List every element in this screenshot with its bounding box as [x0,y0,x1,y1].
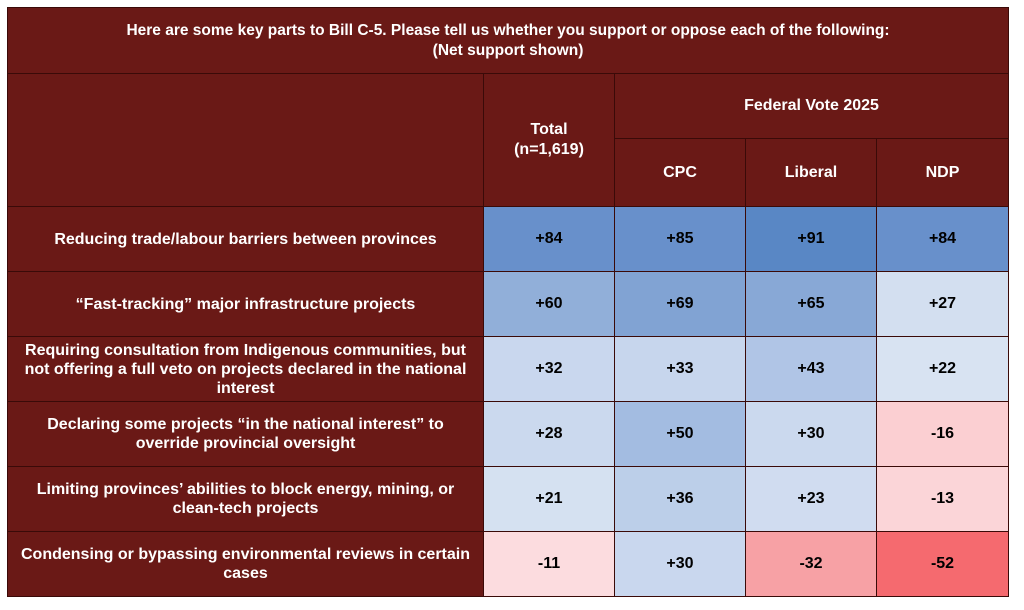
value-cell-cpc: +33 [614,336,746,402]
value-cell-cpc: +36 [614,466,746,532]
value-cell-liberal: +65 [745,271,877,337]
value-cell-total: +60 [483,271,615,337]
value-cell-total: +28 [483,401,615,467]
table-row: “Fast-tracking” major infrastructure pro… [7,271,1010,337]
column-header-ndp: NDP [875,138,1010,207]
column-group-federal-vote: Federal Vote 2025 [613,73,1010,139]
table-row: Declaring some projects “in the national… [7,401,1010,467]
row-label: “Fast-tracking” major infrastructure pro… [7,271,484,337]
value-cell-ndp: -52 [875,531,1010,597]
value-cell-total: -11 [483,531,615,597]
total-sample-size: (n=1,619) [514,141,584,158]
table-row: Condensing or bypassing environmental re… [7,531,1010,597]
value-cell-total: +84 [483,206,615,272]
value-cell-liberal: +43 [745,336,877,402]
row-label: Limiting provinces’ abilities to block e… [7,466,484,532]
value-cell-total: +32 [483,336,615,402]
value-cell-liberal: +30 [745,401,877,467]
title-line-1: Here are some key parts to Bill C-5. Ple… [126,21,890,39]
value-cell-cpc: +50 [614,401,746,467]
table-row: Reducing trade/labour barriers between p… [7,206,1010,272]
row-label: Reducing trade/labour barriers between p… [7,206,484,272]
net-support-table: Here are some key parts to Bill C-5. Ple… [6,7,1010,597]
value-cell-ndp: -16 [875,401,1010,467]
column-header-cpc: CPC [614,138,746,207]
value-cell-liberal: -32 [745,531,877,597]
column-header-total: Total (n=1,619) [483,73,615,207]
survey-table-container: Here are some key parts to Bill C-5. Ple… [6,7,1010,597]
column-header-liberal: Liberal [745,138,877,207]
value-cell-cpc: +69 [614,271,746,337]
value-cell-liberal: +91 [745,206,877,272]
value-cell-liberal: +23 [745,466,877,532]
table-row: Limiting provinces’ abilities to block e… [7,466,1010,532]
value-cell-ndp: -13 [875,466,1010,532]
value-cell-total: +21 [483,466,615,532]
value-cell-ndp: +22 [875,336,1010,402]
title-line-2: (Net support shown) [432,41,584,59]
table-title: Here are some key parts to Bill C-5. Ple… [6,7,1010,74]
value-cell-ndp: +84 [875,206,1010,272]
row-header-blank [7,73,484,207]
value-cell-ndp: +27 [875,271,1010,337]
value-cell-cpc: +85 [614,206,746,272]
row-label: Condensing or bypassing environmental re… [7,531,484,597]
row-label: Declaring some projects “in the national… [7,401,484,467]
row-label: Requiring consultation from Indigenous c… [7,336,484,402]
table-row: Requiring consultation from Indigenous c… [7,336,1010,402]
total-label: Total [530,121,568,138]
value-cell-cpc: +30 [614,531,746,597]
